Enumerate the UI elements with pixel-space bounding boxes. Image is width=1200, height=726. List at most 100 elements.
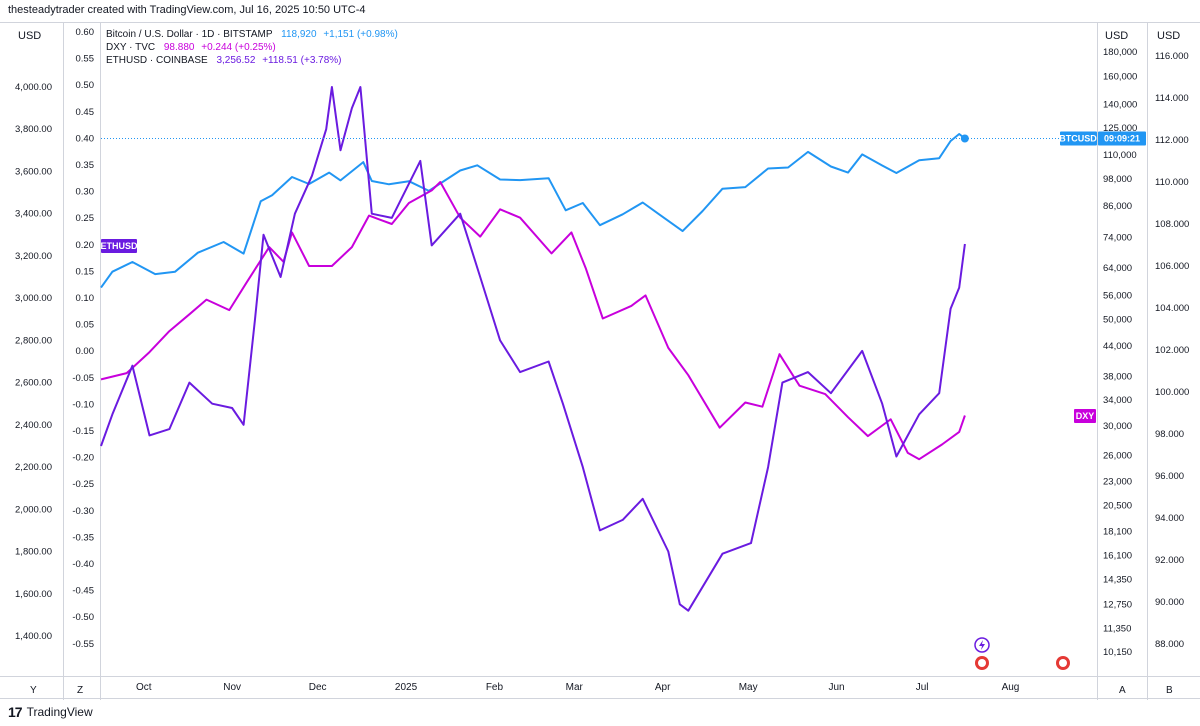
dxy-scale-tick: 114.000 bbox=[1155, 93, 1189, 104]
dxy-change-scale-tick: 0.15 bbox=[76, 266, 95, 277]
btc-symbol-badge-text: BTCUSD bbox=[1059, 133, 1097, 143]
dxy-change-scale-tick: 0.00 bbox=[76, 346, 95, 357]
dxy-scale-tick: 102.000 bbox=[1155, 345, 1189, 356]
eth-scale-tick: 3,600.00 bbox=[15, 166, 52, 177]
dxy-change-scale-tick: -0.20 bbox=[72, 453, 94, 464]
dxy-series-line bbox=[100, 181, 966, 461]
time-axis-label: Mar bbox=[566, 682, 584, 693]
legend-dxy-label: DXY · TVC bbox=[106, 42, 156, 53]
footer-border bbox=[0, 698, 1200, 699]
time-axis-label: Nov bbox=[223, 682, 241, 693]
eth-scale-tick: 4,000.00 bbox=[15, 82, 52, 93]
eth-badge bbox=[101, 239, 137, 253]
legend-row-eth[interactable]: ETHUSD · COINBASE 3,256.52 +118.51 (+3.7… bbox=[106, 54, 398, 67]
scale-button-y[interactable]: Y bbox=[30, 685, 37, 696]
btc-countdown-badge bbox=[1098, 131, 1146, 146]
btc-scale-tick: 64,000 bbox=[1103, 263, 1132, 274]
legend-dxy-value: 98.880 bbox=[163, 42, 195, 53]
legend-eth-value: 3,256.52 bbox=[216, 55, 256, 66]
legend-eth-change: +118.51 (+3.78%) bbox=[262, 55, 342, 66]
dxy-change-scale-tick: -0.50 bbox=[72, 612, 94, 623]
dxy-scale-tick: 108.000 bbox=[1155, 219, 1189, 230]
time-axis-label: Jun bbox=[828, 682, 844, 693]
btc-scale-tick: 18,100 bbox=[1103, 526, 1132, 537]
dxy-scale-tick: 110.000 bbox=[1155, 177, 1189, 188]
legend-dxy-change: +0.244 (+0.25%) bbox=[201, 42, 276, 53]
eth-scale-tick: 2,200.00 bbox=[15, 462, 52, 473]
right-scale2-divider bbox=[1147, 22, 1148, 700]
time-axis-label: Oct bbox=[136, 682, 152, 693]
event-lightning-glyph-icon bbox=[979, 640, 985, 650]
eth-scale-tick: 1,600.00 bbox=[15, 589, 52, 600]
dxy-change-scale-tick: 0.55 bbox=[76, 54, 95, 65]
chart-header: thesteadytrader created with TradingView… bbox=[8, 4, 366, 16]
dxy-scale-tick: 94.000 bbox=[1155, 513, 1184, 524]
dxy-scale-tick: 100.000 bbox=[1155, 387, 1189, 398]
dxy-change-scale-tick: -0.45 bbox=[72, 586, 94, 597]
time-axis-label: 2025 bbox=[395, 682, 418, 693]
eth-scale-tick: 1,400.00 bbox=[15, 631, 52, 642]
time-axis-label: Aug bbox=[1002, 682, 1020, 693]
dxy-change-scale-tick: 0.10 bbox=[76, 293, 95, 304]
dxy-badge-text: DXY bbox=[1076, 411, 1095, 421]
btc-scale-tick: 38,000 bbox=[1103, 372, 1132, 383]
btc-scale-tick: 110,000 bbox=[1103, 150, 1137, 161]
eth-scale-tick: 2,600.00 bbox=[15, 378, 52, 389]
dxy-badge bbox=[1074, 409, 1096, 423]
dxy-change-scale-tick: -0.15 bbox=[72, 426, 94, 437]
btc-scale-tick: 74,000 bbox=[1103, 232, 1132, 243]
us-economic-event-inner-icon bbox=[978, 659, 986, 667]
dxy-change-scale-tick: 0.45 bbox=[76, 107, 95, 118]
eth-scale-tick: 2,000.00 bbox=[15, 504, 52, 515]
footer-brand: TradingView bbox=[26, 705, 93, 719]
dxy-change-scale-tick: 0.05 bbox=[76, 320, 95, 331]
dxy-scale-tick: 98.000 bbox=[1155, 429, 1184, 440]
btc-countdown-badge-text: 09:09:21 bbox=[1104, 133, 1140, 143]
us-economic-event-future-inner-icon bbox=[1059, 659, 1067, 667]
eth-scale-tick: 3,400.00 bbox=[15, 209, 52, 220]
legend-eth-label: ETHUSD · COINBASE bbox=[106, 55, 208, 66]
bottom-axis-border bbox=[0, 676, 1200, 677]
dxy-scale-tick: 116.000 bbox=[1155, 51, 1189, 62]
btc-scale-tick: 10,150 bbox=[1103, 647, 1132, 658]
right-scale-unit-dxy[interactable]: USD bbox=[1157, 30, 1181, 42]
eth-badge-text: ETHUSD bbox=[100, 241, 138, 251]
time-axis-label: Jul bbox=[916, 682, 929, 693]
dxy-change-scale-tick: -0.10 bbox=[72, 399, 94, 410]
eth-scale-tick: 3,800.00 bbox=[15, 124, 52, 135]
legend-btc-label: Bitcoin / U.S. Dollar · 1D · BITSTAMP bbox=[106, 29, 273, 40]
dxy-change-scale-tick: -0.40 bbox=[72, 559, 94, 570]
time-axis-label: Apr bbox=[655, 682, 671, 693]
scale-button-a[interactable]: A bbox=[1119, 685, 1126, 696]
dxy-scale-tick: 104.000 bbox=[1155, 303, 1189, 314]
dxy-change-scale-tick: -0.30 bbox=[72, 506, 94, 517]
btc-scale-tick: 30,000 bbox=[1103, 421, 1132, 432]
eth-scale-tick: 3,000.00 bbox=[15, 293, 52, 304]
btc-scale-tick: 56,000 bbox=[1103, 291, 1132, 302]
btc-scale-tick: 50,000 bbox=[1103, 314, 1132, 325]
legend-row-btc[interactable]: Bitcoin / U.S. Dollar · 1D · BITSTAMP 11… bbox=[106, 28, 398, 41]
dxy-change-scale-tick: -0.25 bbox=[72, 479, 94, 490]
legend-row-dxy[interactable]: DXY · TVC 98.880 +0.244 (+0.25%) bbox=[106, 41, 398, 54]
dxy-scale-tick: 90.000 bbox=[1155, 597, 1184, 608]
btc-scale-tick: 12,750 bbox=[1103, 599, 1132, 610]
btc-scale-tick: 26,000 bbox=[1103, 451, 1132, 462]
btc-last-point bbox=[960, 134, 969, 143]
scale-button-b[interactable]: B bbox=[1166, 685, 1173, 696]
time-axis-label: Feb bbox=[486, 682, 504, 693]
dxy-change-scale-tick: -0.35 bbox=[72, 532, 94, 543]
left-scale-unit[interactable]: USD bbox=[18, 30, 42, 42]
footer: 17 TradingView bbox=[8, 704, 93, 720]
btc-scale-tick: 98,000 bbox=[1103, 174, 1132, 185]
time-axis-label: May bbox=[739, 682, 758, 693]
top-border bbox=[0, 22, 1200, 23]
btc-scale-tick: 23,000 bbox=[1103, 476, 1132, 487]
right-scale-unit-btc[interactable]: USD bbox=[1105, 30, 1129, 42]
btc-scale-tick: 44,000 bbox=[1103, 341, 1132, 352]
dxy-change-scale-tick: 0.25 bbox=[76, 213, 95, 224]
btc-scale-tick: 160,000 bbox=[1103, 72, 1137, 83]
scale-button-z[interactable]: Z bbox=[77, 685, 84, 696]
dxy-change-scale-tick: -0.05 bbox=[72, 373, 94, 384]
btc-scale-tick: 125,000 bbox=[1103, 123, 1137, 134]
